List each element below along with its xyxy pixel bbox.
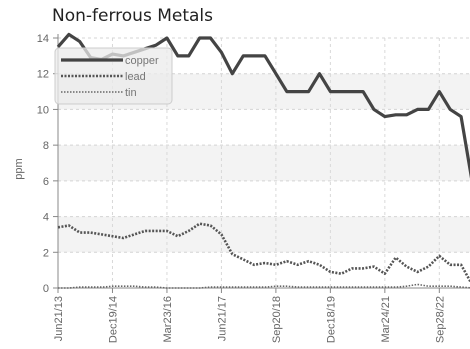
series-line-lead	[57, 222, 470, 284]
x-tick-label: Dec18/19	[325, 296, 337, 343]
x-tick-label: Jun21/13	[53, 296, 65, 341]
grid-band	[58, 145, 470, 181]
x-tick-label: Jun21/17	[216, 296, 228, 341]
legend-label-lead: lead	[125, 71, 146, 83]
y-tick-label: 2	[43, 247, 49, 259]
x-tick-label: Sep20/18	[271, 296, 283, 343]
grid-band	[58, 216, 470, 253]
series-line-tin	[58, 283, 470, 289]
y-tick-label: 10	[37, 104, 49, 116]
legend-label-tin: tin	[125, 87, 137, 99]
x-tick-label: Mar23/16	[162, 296, 174, 342]
y-tick-label: 14	[37, 33, 49, 45]
x-tick-label: Dec19/14	[107, 296, 119, 343]
legend-label-copper: copper	[125, 55, 159, 67]
y-tick-label: 6	[43, 176, 49, 188]
x-tick-label: Mar24/21	[380, 296, 392, 342]
y-tick-label: 4	[43, 212, 49, 224]
x-tick-label: Sep28/22	[434, 296, 446, 343]
y-axis-label: ppm	[13, 158, 25, 179]
y-tick-label: 12	[37, 69, 49, 81]
chart-title: Non-ferrous Metals	[52, 6, 214, 26]
y-tick-label: 0	[43, 283, 49, 295]
y-tick-label: 8	[43, 140, 49, 152]
